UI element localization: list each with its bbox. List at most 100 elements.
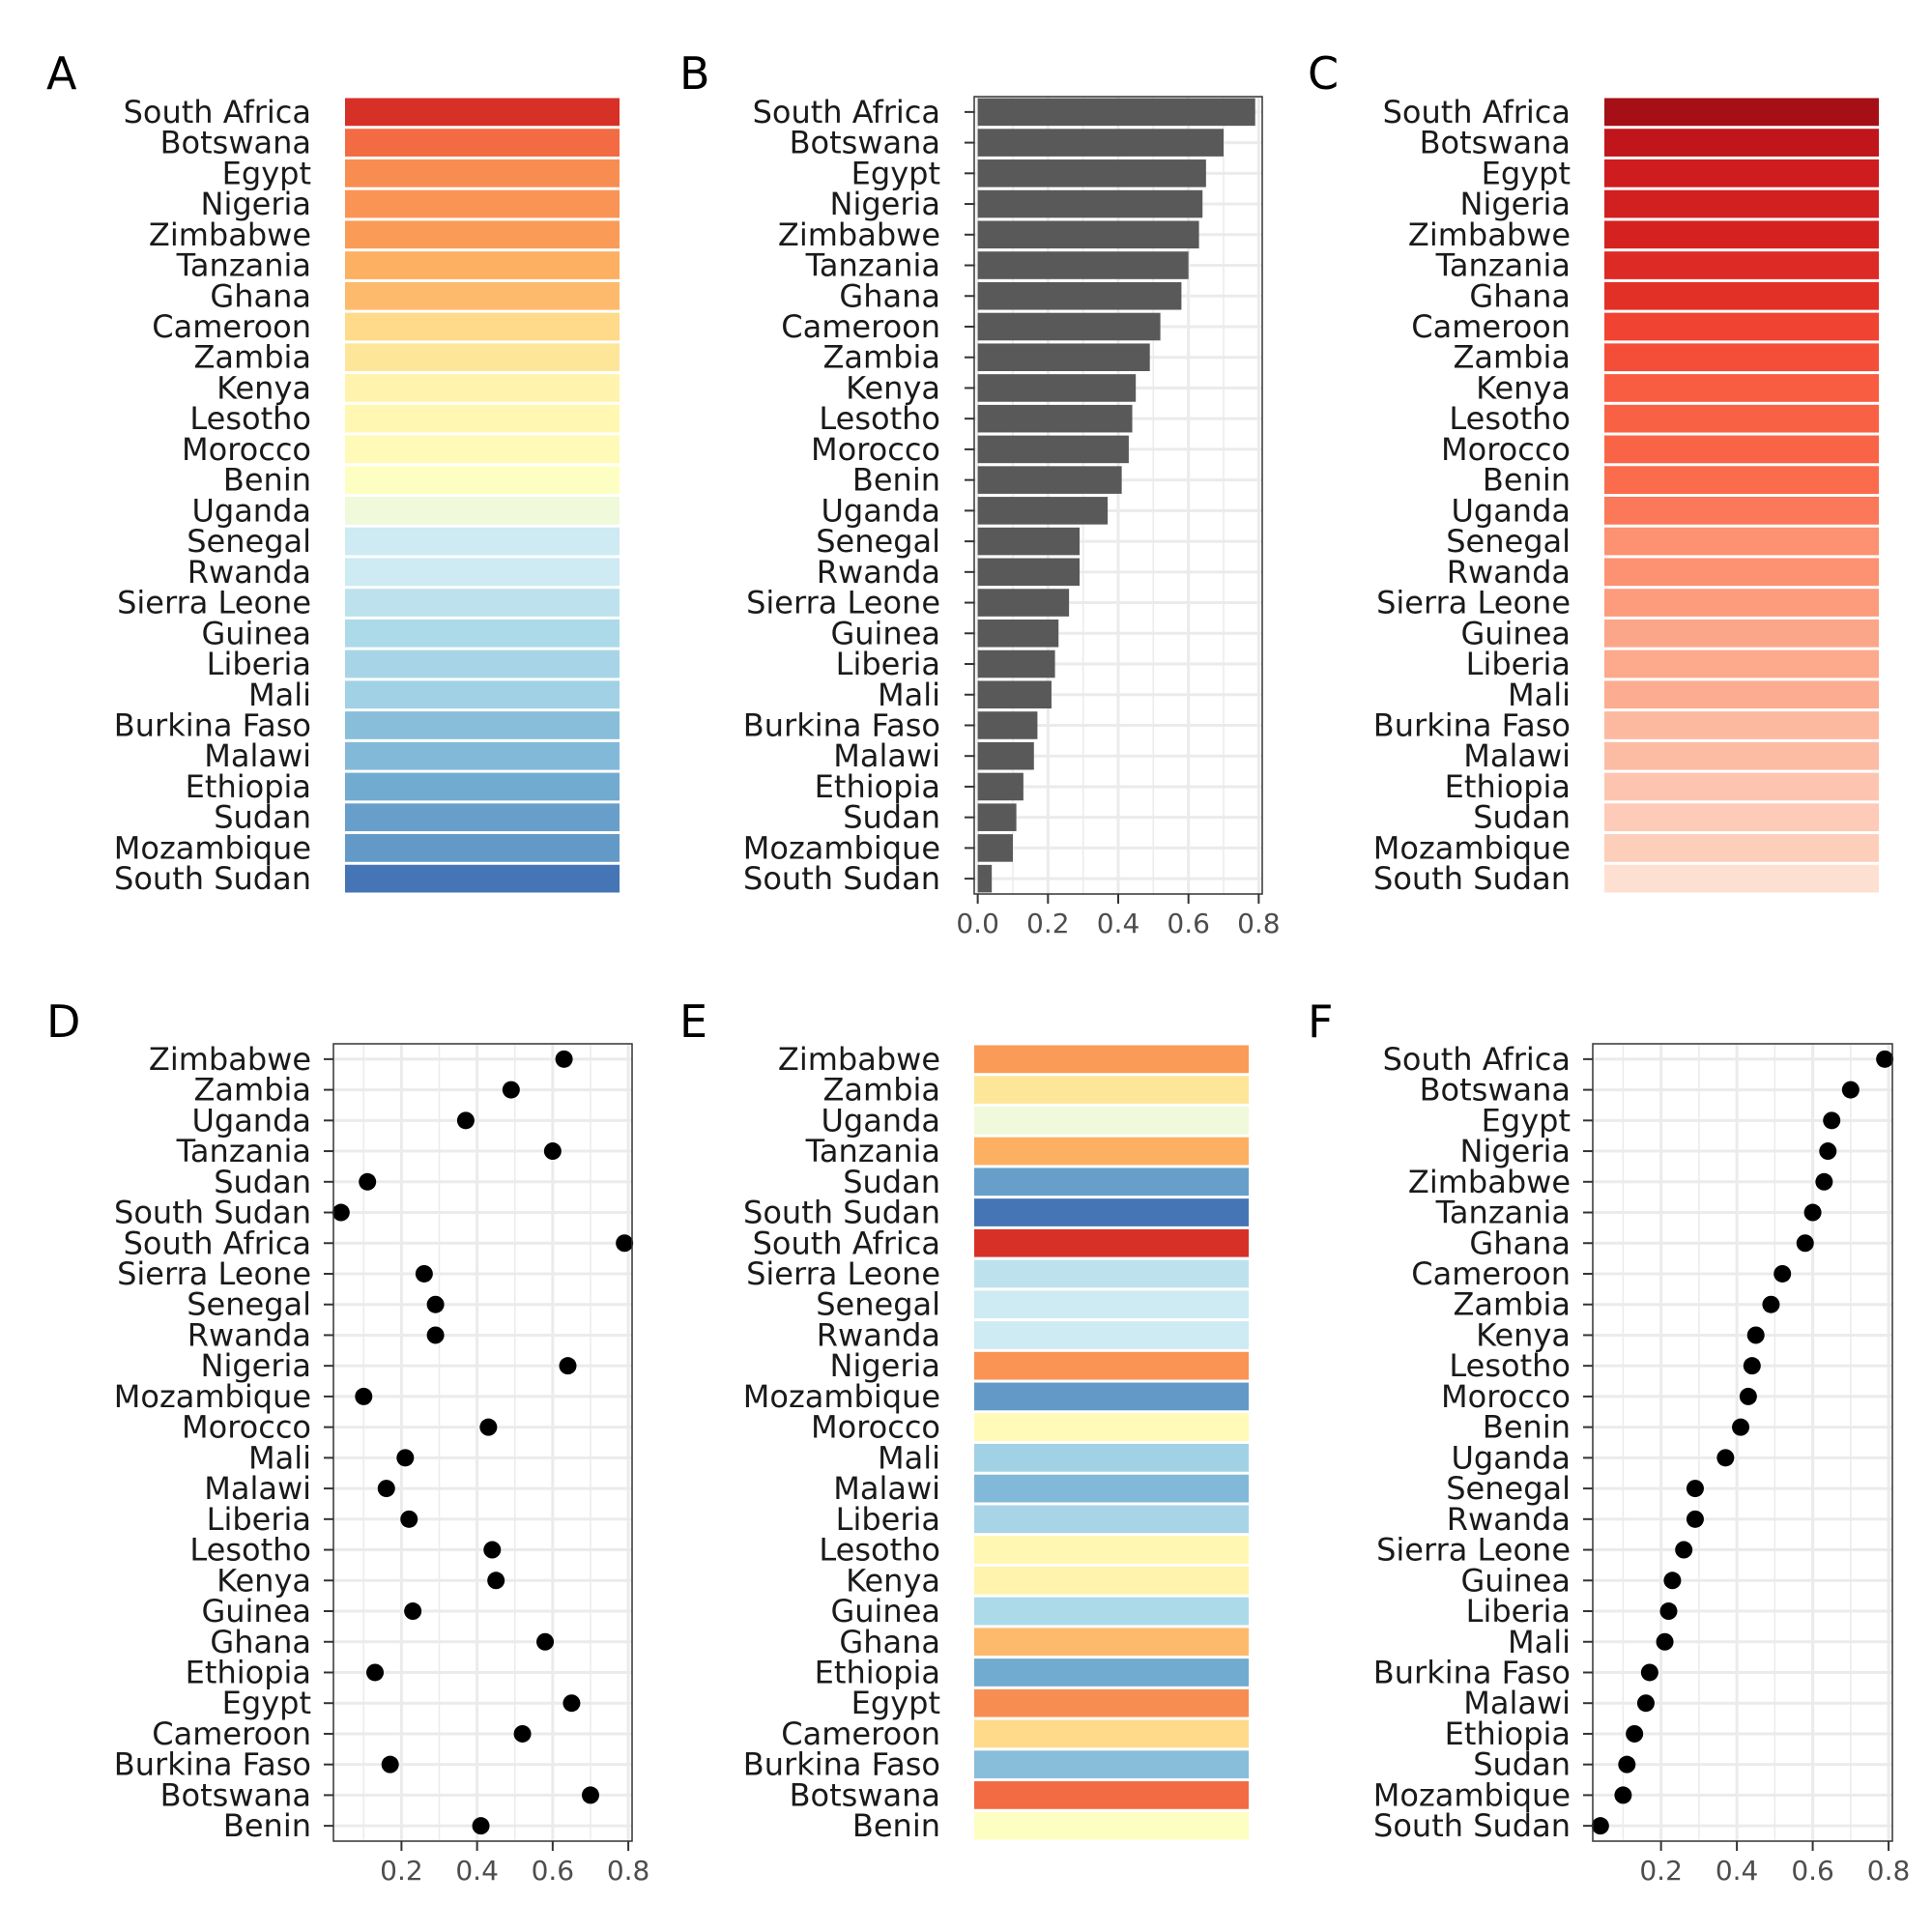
category-label-rwanda: Rwanda <box>187 554 311 591</box>
tile-rwanda <box>1604 558 1879 587</box>
bar-benin <box>977 466 1122 494</box>
category-label-ethiopia: Ethiopia <box>186 1654 311 1690</box>
x-tick-label: 0.6 <box>532 1855 575 1887</box>
tile-south-sudan <box>1604 864 1879 893</box>
bar-burkina-faso <box>977 711 1038 739</box>
category-label-cameroon: Cameroon <box>152 1716 311 1752</box>
category-label-ethiopia: Ethiopia <box>186 768 311 805</box>
x-tick-label: 0.6 <box>1167 908 1210 939</box>
bar-nigeria <box>977 189 1203 218</box>
point-ghana <box>1796 1234 1814 1253</box>
panel-tag-c: C <box>1308 47 1339 100</box>
category-label-tanzania: Tanzania <box>805 247 940 284</box>
category-label-south-sudan: South Sudan <box>114 1195 311 1231</box>
category-label-senegal: Senegal <box>816 1286 940 1323</box>
category-label-kenya: Kenya <box>1476 369 1571 406</box>
point-lesotho <box>483 1541 502 1559</box>
panel-tag-d: D <box>46 995 80 1048</box>
point-south-africa <box>1876 1050 1894 1068</box>
bar-south-sudan <box>977 864 993 893</box>
category-label-south-africa: South Africa <box>124 94 311 130</box>
point-egypt <box>1823 1111 1841 1130</box>
category-label-morocco: Morocco <box>1441 431 1571 468</box>
tile-egypt <box>345 159 620 187</box>
category-label-egypt: Egypt <box>222 1685 311 1721</box>
point-liberia <box>400 1510 418 1528</box>
tile-guinea <box>1604 619 1879 648</box>
tile-benin <box>345 466 620 494</box>
point-kenya <box>487 1572 505 1590</box>
point-senegal <box>426 1295 445 1313</box>
category-label-ghana: Ghana <box>839 277 940 314</box>
tile-cameroon <box>1604 312 1879 341</box>
category-label-nigeria: Nigeria <box>1460 1133 1571 1169</box>
category-label-senegal: Senegal <box>187 1286 311 1323</box>
category-label-mali: Mali <box>248 1439 311 1476</box>
point-mozambique <box>355 1387 373 1405</box>
bar-ethiopia <box>977 772 1024 801</box>
tile-zimbabwe <box>345 220 620 249</box>
tile-botswana <box>345 129 620 157</box>
category-label-sierra-leone: Sierra Leone <box>746 1255 940 1292</box>
x-tick-label: 0.4 <box>1716 1855 1759 1887</box>
point-egypt <box>562 1694 581 1713</box>
point-lesotho <box>1743 1357 1761 1375</box>
category-label-cameroon: Cameroon <box>781 1716 940 1752</box>
tile-liberia <box>345 649 620 678</box>
tile-lesotho <box>1604 404 1879 433</box>
tile-benin <box>1604 466 1879 494</box>
point-zimbabwe <box>555 1050 573 1068</box>
category-label-sudan: Sudan <box>214 1164 311 1200</box>
category-label-kenya: Kenya <box>216 369 311 406</box>
category-label-rwanda: Rwanda <box>817 554 940 591</box>
tile-burkina-faso <box>345 711 620 739</box>
category-label-botswana: Botswana <box>1420 1072 1571 1109</box>
point-nigeria <box>1819 1142 1837 1161</box>
category-label-kenya: Kenya <box>216 1562 311 1599</box>
category-label-sierra-leone: Sierra Leone <box>746 585 940 621</box>
category-label-rwanda: Rwanda <box>187 1316 311 1353</box>
category-label-burkina-faso: Burkina Faso <box>743 1746 940 1783</box>
x-tick-label: 0.8 <box>1237 908 1281 939</box>
tile-zambia <box>974 1076 1249 1104</box>
tile-tanzania <box>1604 251 1879 279</box>
tile-morocco <box>1604 435 1879 464</box>
category-label-zimbabwe: Zimbabwe <box>1408 1164 1571 1200</box>
category-label-lesotho: Lesotho <box>189 1532 311 1569</box>
tile-sierra-leone <box>345 589 620 617</box>
bar-zambia <box>977 343 1150 371</box>
panel-d: DZimbabweZambiaUgandaTanzaniaSudanSouth … <box>46 995 649 1887</box>
x-tick-label: 0.4 <box>1097 908 1140 939</box>
category-label-uganda: Uganda <box>1451 492 1571 529</box>
category-label-guinea: Guinea <box>1460 615 1571 651</box>
category-label-benin: Benin <box>852 462 940 499</box>
point-rwanda <box>1686 1510 1704 1528</box>
category-label-morocco: Morocco <box>182 1409 311 1446</box>
bar-sudan <box>977 803 1017 831</box>
tile-mali <box>1604 680 1879 709</box>
category-label-malawi: Malawi <box>833 737 940 774</box>
tile-kenya <box>345 374 620 402</box>
point-uganda <box>456 1111 475 1130</box>
category-label-nigeria: Nigeria <box>201 186 311 222</box>
category-label-kenya: Kenya <box>1476 1316 1571 1353</box>
category-label-ghana: Ghana <box>210 1624 311 1660</box>
tile-benin <box>974 1811 1249 1840</box>
category-label-ghana: Ghana <box>210 277 311 314</box>
panel-tag-a: A <box>46 47 77 100</box>
category-label-egypt: Egypt <box>1482 1102 1571 1139</box>
category-label-south-sudan: South Sudan <box>743 860 940 897</box>
category-label-zimbabwe: Zimbabwe <box>778 216 940 253</box>
tile-kenya <box>974 1566 1249 1595</box>
category-label-south-sudan: South Sudan <box>1373 1807 1571 1844</box>
category-label-botswana: Botswana <box>1420 125 1571 161</box>
category-label-nigeria: Nigeria <box>830 1347 940 1384</box>
tile-mozambique <box>345 834 620 862</box>
category-label-benin: Benin <box>1483 462 1571 499</box>
panel-frame <box>1592 1043 1893 1842</box>
point-sierra-leone <box>415 1264 433 1283</box>
point-cameroon <box>1773 1264 1792 1283</box>
tile-south-sudan <box>974 1198 1249 1226</box>
tile-sierra-leone <box>1604 589 1879 617</box>
